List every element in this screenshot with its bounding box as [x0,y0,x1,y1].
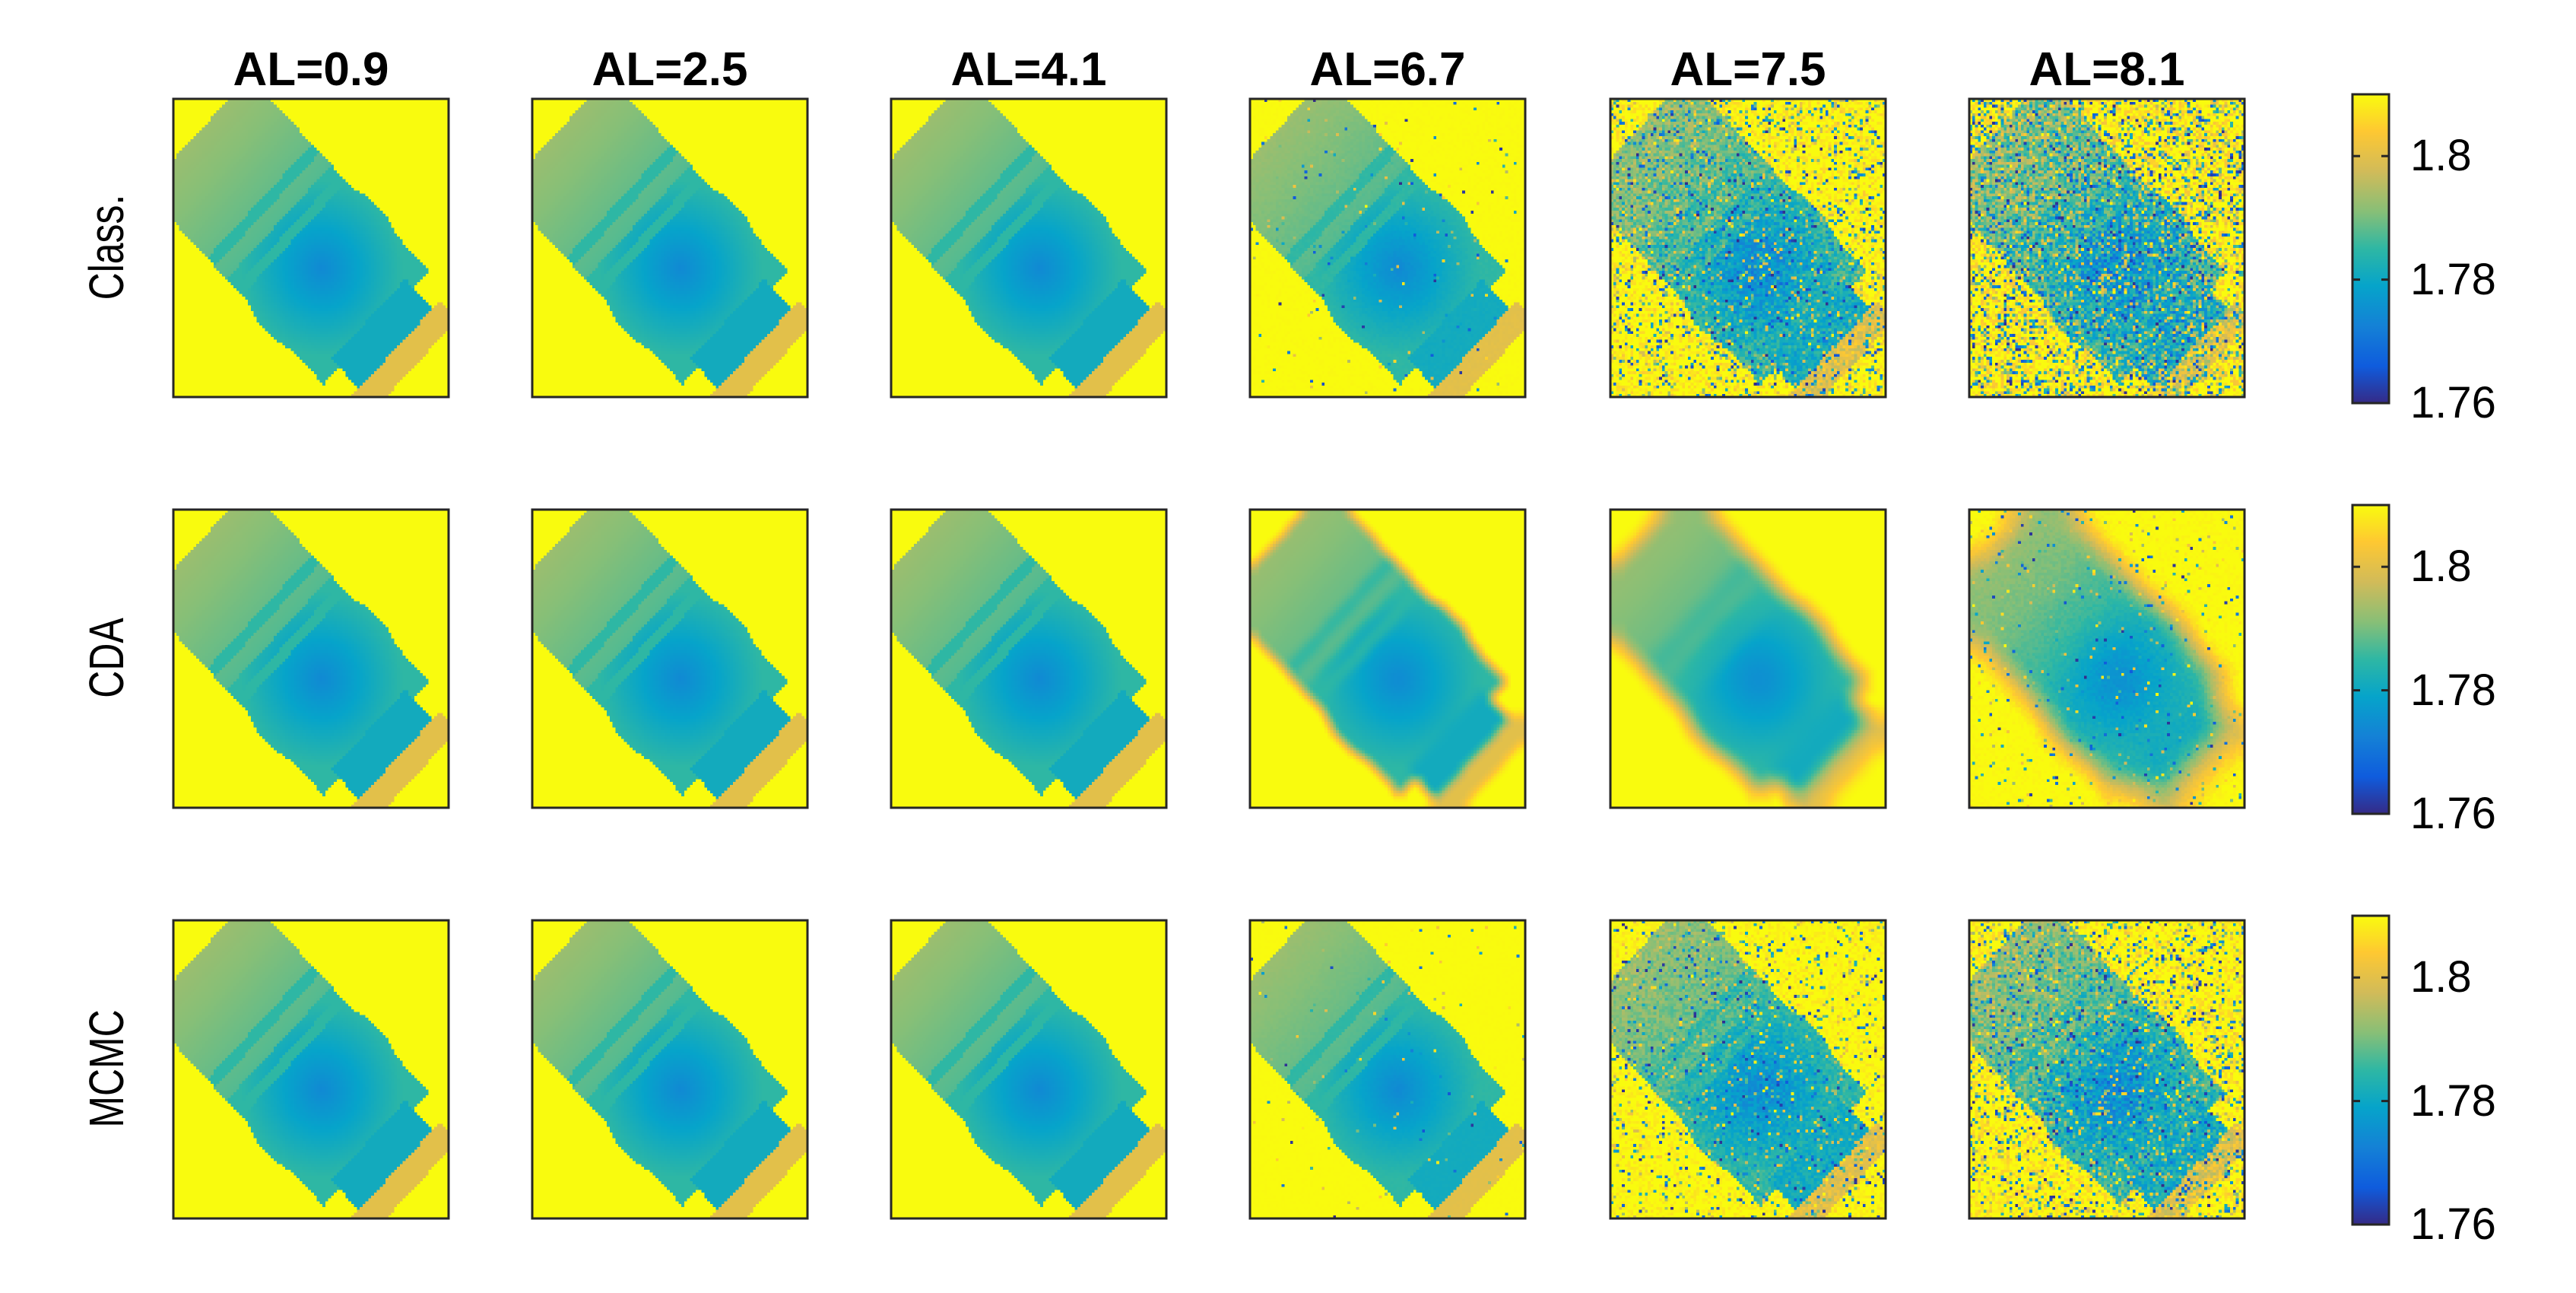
heatmap-panel-mcmc-3 [1250,920,1525,1218]
panel-frame [1248,919,1527,1220]
heatmap-panel-cda-0 [173,510,449,808]
heatmap-panel-mcmc-1 [532,920,807,1218]
heatmap-panel-mcmc-2 [891,920,1166,1218]
colorbar-tick-label: 1.76 [2410,789,2496,838]
heatmap-panel-mcmc-4 [1610,920,1886,1218]
heatmap-panel-class-3 [1250,99,1525,397]
heatmap-panel-class-2 [891,99,1166,397]
colorbar-tick-label: 1.78 [2410,1075,2496,1126]
colorbar-tick-label: 1.76 [2410,1199,2496,1249]
panel-frame [890,97,1168,399]
panel-frame [1609,508,1887,809]
heatmap-panel-class-4 [1610,99,1886,397]
heatmap-panel-cda-5 [1969,510,2244,808]
column-title: AL=2.5 [592,43,748,96]
heatmap-panel-cda-4 [1610,510,1886,808]
heatmap-panel-cda-1 [532,510,807,808]
panel-frame [890,508,1168,809]
heatmap-panel-class-0 [173,99,449,397]
row-label: Class. [79,194,134,300]
panel-frame [531,919,809,1220]
row-label: CDA [79,618,134,698]
column-title: AL=8.1 [2029,43,2185,96]
panel-frame [1609,919,1887,1220]
panel-frame [1248,508,1527,809]
panel-frame [1968,97,2246,399]
colorbar [2351,914,2390,1226]
heatmap-panel-cda-2 [891,510,1166,808]
colorbar-tick-label: 1.76 [2410,378,2496,427]
colorbar [2351,93,2390,405]
column-title: AL=6.7 [1309,43,1466,96]
colorbar-tick-label: 1.8 [2410,131,2472,181]
panel-frame [172,97,450,399]
column-title: AL=7.5 [1670,43,1826,96]
column-title: AL=0.9 [233,43,389,96]
row-label: MCMC [79,1009,134,1128]
panel-frame [172,919,450,1220]
heatmap-panel-class-1 [532,99,807,397]
panel-frame [531,508,809,809]
column-title: AL=4.1 [950,43,1107,96]
panel-frame [1968,508,2246,809]
panel-frame [890,919,1168,1220]
colorbar [2351,504,2390,815]
panel-frame [1248,97,1527,399]
heatmap-panel-cda-3 [1250,510,1525,808]
colorbar-tick-label: 1.78 [2410,254,2496,304]
colorbar-tick-label: 1.8 [2410,542,2472,592]
panel-frame [531,97,809,399]
heatmap-panel-mcmc-0 [173,920,449,1218]
colorbar-tick-label: 1.78 [2410,665,2496,715]
colorbar-tick-label: 1.8 [2410,952,2472,1002]
heatmap-panel-mcmc-5 [1969,920,2244,1218]
heatmap-panel-class-5 [1969,99,2244,397]
panel-frame [1609,97,1887,399]
panel-frame [1968,919,2246,1220]
panel-frame [172,508,450,809]
